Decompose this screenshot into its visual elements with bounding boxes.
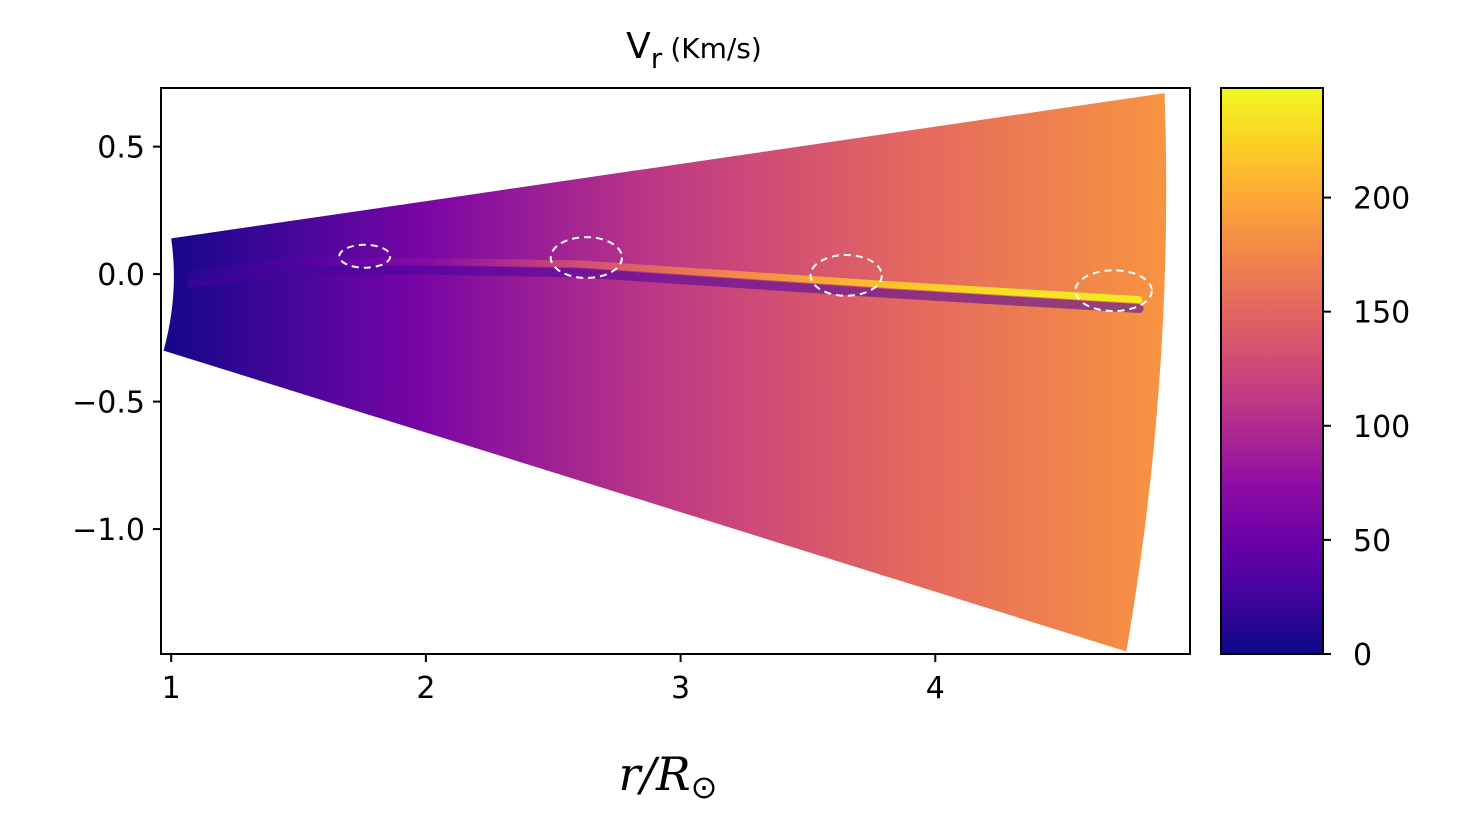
colorbar-tick-label-0: 0 bbox=[1353, 638, 1372, 673]
title-subscript: r bbox=[651, 42, 663, 75]
colorbar: 0 50 100 150 200 bbox=[1220, 87, 1410, 673]
x-tick-label-2: 2 bbox=[416, 671, 435, 706]
colorbar-gradient bbox=[1220, 87, 1324, 655]
title-units: (Km/s) bbox=[670, 32, 762, 65]
speed-wedge bbox=[163, 93, 1167, 652]
x-axis-label-sun-symbol: ⊙ bbox=[691, 768, 718, 806]
x-tick-label-1: 1 bbox=[162, 671, 181, 706]
y-tick-label-3: −1.0 bbox=[72, 513, 145, 548]
dashed-ellipse-annotation-1 bbox=[338, 243, 392, 269]
y-tick-label-1: 0.0 bbox=[97, 258, 145, 293]
dashed-ellipse-annotation-4 bbox=[1074, 269, 1153, 313]
chart-title: Vr (Km/s) bbox=[626, 26, 762, 75]
colorbar-tick-label-150: 150 bbox=[1353, 296, 1410, 331]
x-axis-label: r/R⊙ bbox=[619, 747, 718, 806]
title-symbol: V bbox=[626, 26, 651, 67]
y-tick-label-0: 0.5 bbox=[97, 131, 145, 166]
colorbar-tick-label-50: 50 bbox=[1353, 524, 1391, 559]
x-tick-label-3: 3 bbox=[671, 671, 690, 706]
dashed-ellipse-annotation-3 bbox=[809, 253, 883, 297]
x-axis-label-text: r/R bbox=[619, 747, 691, 801]
streamer-core bbox=[188, 257, 1143, 304]
streamer-dark-band bbox=[187, 265, 1144, 314]
y-tick-label-2: −0.5 bbox=[72, 386, 145, 421]
colorbar-tick-label-200: 200 bbox=[1353, 182, 1410, 217]
x-axis: 1 2 3 4 bbox=[162, 654, 945, 706]
dashed-ellipse-annotation-2 bbox=[549, 236, 624, 279]
y-axis: 0.5 0.0 −0.5 −1.0 bbox=[72, 131, 161, 548]
x-tick-label-4: 4 bbox=[926, 671, 945, 706]
plot-frame bbox=[160, 87, 1191, 655]
colorbar-ticks: 0 50 100 150 200 bbox=[1323, 182, 1410, 673]
plot-area bbox=[163, 93, 1167, 652]
colorbar-tick-label-100: 100 bbox=[1353, 410, 1410, 445]
